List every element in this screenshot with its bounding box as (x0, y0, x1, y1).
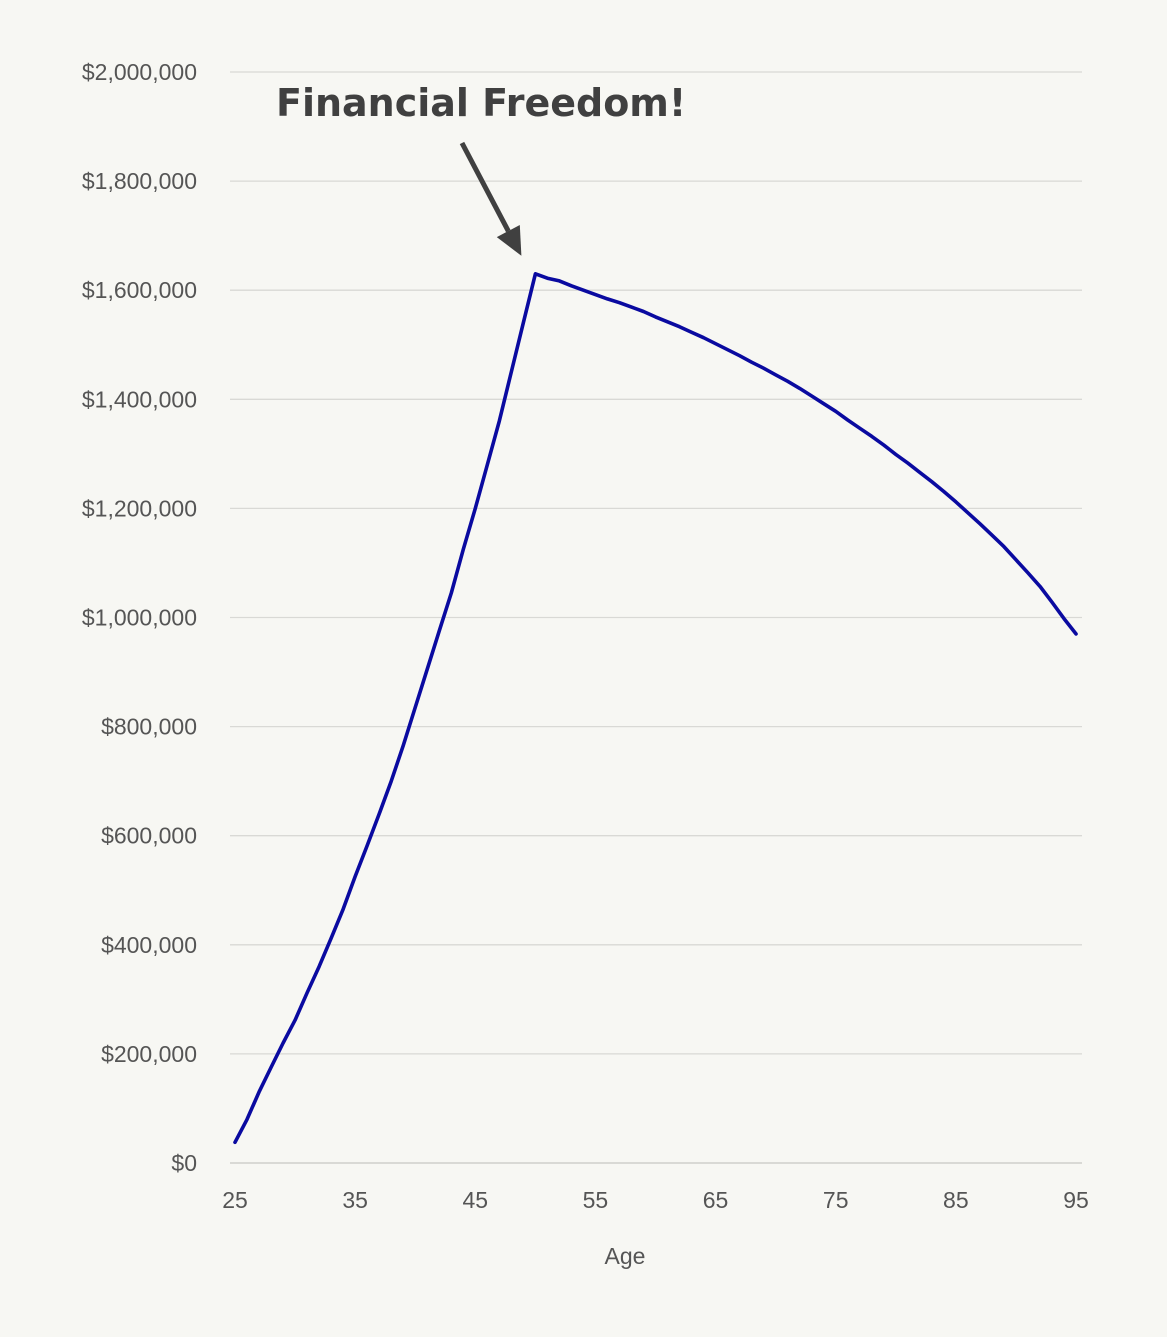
y-tick-label: $400,000 (101, 932, 197, 958)
x-tick-label: 45 (462, 1187, 488, 1213)
x-tick-label: 25 (222, 1187, 248, 1213)
y-tick-label: $1,800,000 (82, 168, 197, 194)
x-tick-label: 95 (1063, 1187, 1089, 1213)
y-tick-label: $2,000,000 (82, 59, 197, 85)
x-tick-label: 55 (583, 1187, 609, 1213)
annotation: Financial Freedom! (276, 81, 686, 256)
x-axis-tick-labels: 25 35 45 55 65 75 85 95 (222, 1187, 1089, 1213)
y-tick-label: $1,400,000 (82, 386, 197, 412)
x-tick-label: 75 (823, 1187, 849, 1213)
y-tick-label: $1,200,000 (82, 495, 197, 521)
x-axis-title: Age (605, 1243, 646, 1269)
annotation-arrow-head-icon (496, 225, 522, 256)
gridlines (230, 71, 1082, 1055)
annotation-label: Financial Freedom! (276, 81, 686, 125)
y-tick-label: $1,600,000 (82, 277, 197, 303)
series-group (233, 271, 1078, 1145)
x-tick-label: 65 (703, 1187, 729, 1213)
y-tick-label: $600,000 (101, 823, 197, 849)
y-tick-label: $0 (171, 1150, 197, 1176)
x-tick-label: 85 (943, 1187, 969, 1213)
y-tick-label: $1,000,000 (82, 605, 197, 631)
y-axis-tick-labels: $0 $200,000 $400,000 $600,000 $800,000 $1,000… (82, 59, 197, 1176)
annotation-arrow-shaft (459, 141, 511, 233)
x-tick-label: 35 (342, 1187, 368, 1213)
y-tick-label: $800,000 (101, 714, 197, 740)
series-line (233, 271, 1078, 1145)
y-tick-label: $200,000 (101, 1041, 197, 1067)
